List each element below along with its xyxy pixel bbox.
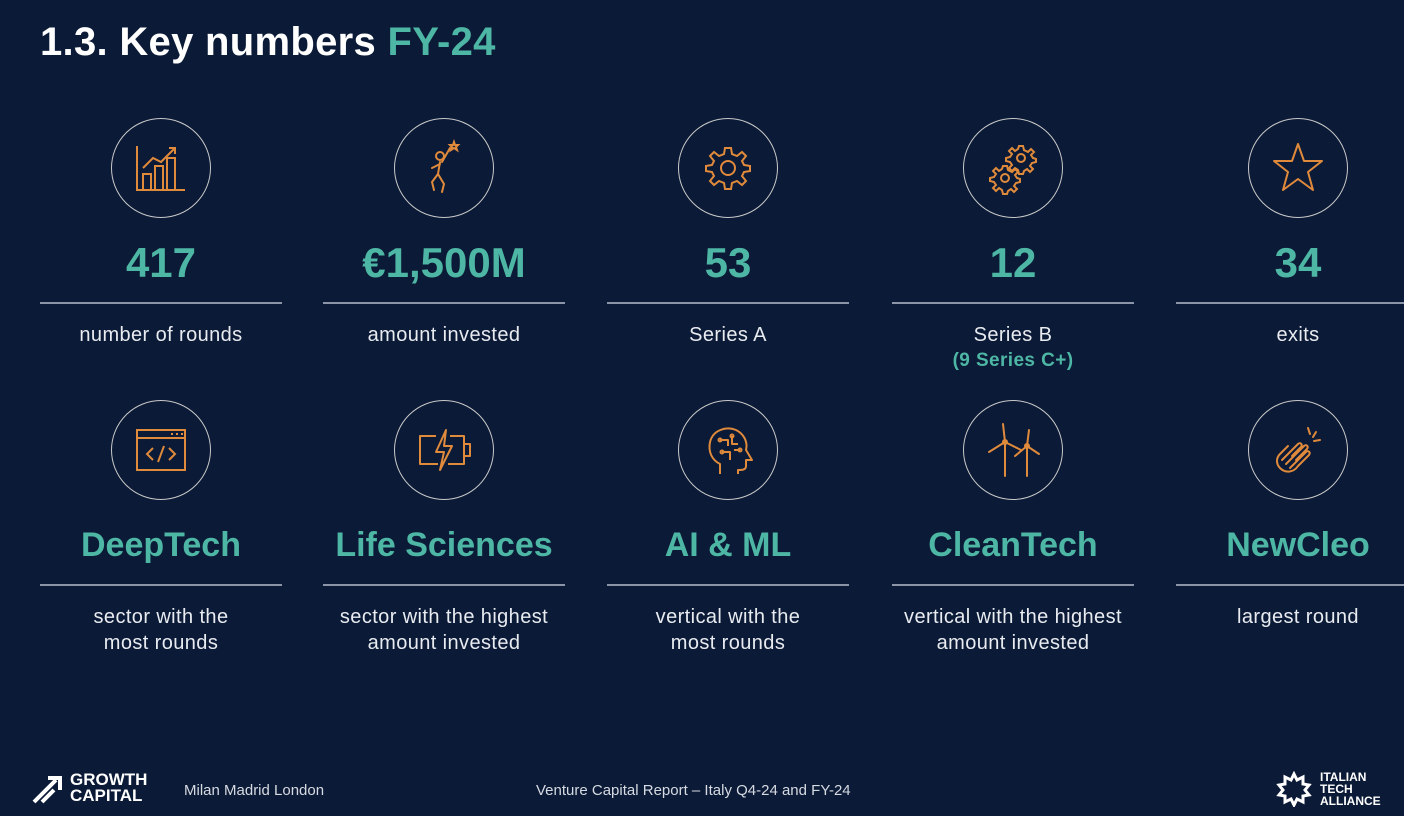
sector-card-life-sciences: Life Sciences sector with the highest am… (323, 400, 565, 656)
sector-value: Life Sciences (335, 526, 553, 564)
stat-card-rounds: 417 number of rounds (40, 118, 282, 348)
ai-head-icon (678, 400, 778, 500)
divider (607, 584, 849, 586)
stat-value: 12 (989, 239, 1037, 286)
stat-card-exits: 34 exits (1176, 118, 1404, 348)
sector-card-ai-ml: AI & ML vertical with the most rounds (607, 400, 849, 656)
divider (1176, 302, 1404, 304)
divider (323, 302, 565, 304)
divider (1176, 584, 1404, 586)
sector-value: AI & ML (664, 526, 792, 564)
bar-chart-growth-icon (111, 118, 211, 218)
gear-icon (678, 118, 778, 218)
battery-charging-icon (394, 400, 494, 500)
sector-label: largest round (1237, 606, 1359, 628)
alliance-badge-icon (1276, 771, 1312, 807)
divider (892, 302, 1134, 304)
sector-value: DeepTech (81, 526, 241, 564)
sector-label: sector with the most rounds (93, 606, 229, 654)
stat-card-series-b: 12 Series B (9 Series C+) (892, 118, 1134, 374)
sector-label: vertical with the highest amount investe… (904, 606, 1122, 654)
divider (40, 584, 282, 586)
stat-value: €1,500M (362, 239, 526, 286)
stat-label: Series A (689, 324, 767, 346)
sector-card-cleantech: CleanTech vertical with the highest amou… (892, 400, 1134, 656)
title-accent: FY-24 (387, 20, 496, 64)
stat-value: 417 (125, 239, 197, 286)
stat-label: number of rounds (79, 324, 243, 346)
sector-label: vertical with the most rounds (655, 606, 801, 654)
italian-tech-alliance-logo: ITALIAN TECH ALLIANCE (1276, 771, 1381, 807)
sector-label: sector with the highest amount invested (339, 606, 549, 654)
stat-card-series-a: 53 Series A (607, 118, 849, 348)
stat-label: amount invested (367, 324, 521, 346)
growth-arrow-icon (32, 776, 62, 804)
star-icon (1248, 118, 1348, 218)
sector-value: CleanTech (928, 526, 1098, 564)
footer-cities: Milan Madrid London (184, 782, 325, 799)
gears-icon (963, 118, 1063, 218)
sector-value: NewCleo (1226, 526, 1370, 564)
stat-label: exits (1276, 324, 1320, 346)
sector-card-deeptech: DeepTech sector with the most rounds (40, 400, 282, 656)
clapping-hands-icon (1248, 400, 1348, 500)
wind-turbines-icon (963, 400, 1063, 500)
divider (40, 302, 282, 304)
divider (607, 302, 849, 304)
stat-label: Series B (9 Series C+) (892, 322, 1134, 374)
stat-card-invested: €1,500M amount invested (323, 118, 565, 348)
divider (323, 584, 565, 586)
stat-sublabel: (9 Series C+) (952, 350, 1074, 371)
reaching-person-icon (394, 118, 494, 218)
growth-capital-logo: GROWTH CAPITAL (32, 771, 147, 804)
divider (892, 584, 1134, 586)
footer-report-title: Venture Capital Report – Italy Q4-24 and… (536, 782, 851, 799)
code-window-icon (111, 400, 211, 500)
stat-value: 34 (1274, 239, 1322, 286)
page-title: 1.3. Key numbers FY-24 (40, 20, 496, 64)
sector-card-newcleo: NewCleo largest round (1176, 400, 1404, 630)
stat-value: 53 (704, 239, 752, 286)
